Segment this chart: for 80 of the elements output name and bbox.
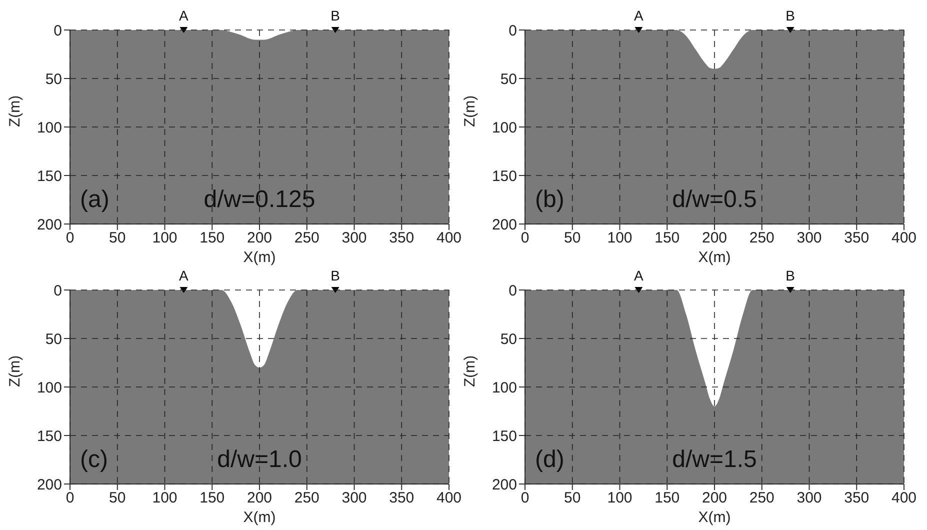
- y-tick-label: 200: [492, 216, 517, 234]
- y-axis-title: Z(m): [6, 95, 24, 127]
- y-tick-label: 150: [492, 428, 517, 445]
- annotation: (d): [535, 446, 566, 474]
- x-tick-label: 150: [654, 490, 680, 507]
- y-tick-label: 100: [36, 379, 62, 396]
- x-tick-label: 150: [200, 230, 225, 247]
- y-tick-label: 0: [508, 282, 517, 300]
- y-axis-title: Z(m): [461, 95, 478, 127]
- x-tick-label: 50: [564, 490, 581, 507]
- x-axis-title: X(m): [698, 509, 731, 526]
- annotation: d/w=0.5: [671, 186, 758, 214]
- y-tick-label: 100: [492, 119, 517, 136]
- x-tick-label: 0: [520, 230, 530, 247]
- x-tick-label: 150: [654, 230, 680, 247]
- y-tick-label: 200: [36, 216, 62, 234]
- series-label: B: [330, 7, 340, 24]
- annotation: d/w=1.5: [671, 446, 758, 474]
- x-tick-label: 350: [844, 230, 870, 247]
- x-tick-label: 350: [844, 490, 870, 507]
- x-tick-label: 100: [607, 490, 632, 507]
- x-axis-title: X(m): [243, 509, 276, 526]
- x-tick-label: 250: [749, 230, 774, 247]
- series-label: B: [786, 267, 795, 284]
- x-tick-label: 250: [294, 230, 320, 247]
- x-tick-label: 300: [342, 230, 367, 247]
- x-axis-title: X(m): [698, 249, 731, 266]
- x-tick-label: 0: [66, 490, 74, 507]
- x-tick-label: 50: [109, 230, 126, 247]
- x-tick-label: 250: [294, 490, 320, 507]
- x-tick-label: 300: [796, 490, 822, 507]
- x-tick-label: 300: [796, 230, 822, 247]
- annotation: (b): [535, 186, 566, 214]
- series-label: B: [786, 7, 795, 24]
- x-tick-label: 0: [520, 490, 530, 507]
- series-label: A: [179, 267, 190, 284]
- x-tick-label: 100: [607, 230, 632, 247]
- y-tick-label: 50: [45, 70, 62, 88]
- x-tick-label: 50: [564, 230, 581, 247]
- x-tick-label: 200: [246, 490, 272, 507]
- x-tick-label: 150: [200, 490, 225, 507]
- annotation: d/w=1.0: [216, 446, 303, 474]
- series-label: A: [179, 7, 190, 24]
- x-tick-label: 400: [436, 490, 462, 507]
- x-tick-label: 100: [152, 230, 178, 247]
- x-tick-label: 400: [436, 230, 462, 247]
- x-tick-label: 100: [152, 490, 178, 507]
- x-tick-label: 200: [702, 490, 728, 507]
- annotation: d/w=0.125: [202, 186, 316, 214]
- x-tick-label: 300: [342, 490, 367, 507]
- y-tick-label: 100: [492, 379, 517, 396]
- y-tick-label: 0: [54, 22, 62, 40]
- y-axis-title: Z(m): [6, 355, 24, 387]
- y-tick-label: 0: [508, 22, 517, 40]
- y-tick-label: 100: [36, 119, 62, 136]
- y-tick-label: 200: [492, 476, 517, 494]
- annotation: (a): [80, 186, 110, 214]
- x-tick-label: 350: [389, 490, 414, 507]
- x-tick-label: 400: [891, 230, 917, 247]
- x-axis-title: X(m): [243, 249, 276, 266]
- x-tick-label: 350: [389, 230, 414, 247]
- y-tick-label: 0: [54, 282, 62, 300]
- y-axis-title: Z(m): [461, 355, 478, 387]
- y-tick-label: 200: [36, 476, 62, 494]
- x-tick-label: 250: [749, 490, 774, 507]
- y-tick-label: 150: [36, 168, 62, 185]
- series-label: A: [634, 267, 644, 284]
- y-tick-label: 50: [500, 70, 517, 88]
- x-tick-label: 400: [891, 490, 917, 507]
- x-tick-label: 50: [109, 490, 126, 507]
- x-tick-label: 200: [246, 230, 272, 247]
- y-tick-label: 150: [492, 168, 517, 185]
- series-label: B: [330, 267, 340, 284]
- y-tick-label: 150: [36, 428, 62, 445]
- series-label: A: [634, 7, 644, 24]
- annotation: (c): [80, 446, 109, 474]
- y-tick-label: 50: [500, 330, 517, 348]
- y-tick-label: 50: [45, 330, 62, 348]
- x-tick-label: 200: [702, 230, 728, 247]
- x-tick-label: 0: [66, 230, 74, 247]
